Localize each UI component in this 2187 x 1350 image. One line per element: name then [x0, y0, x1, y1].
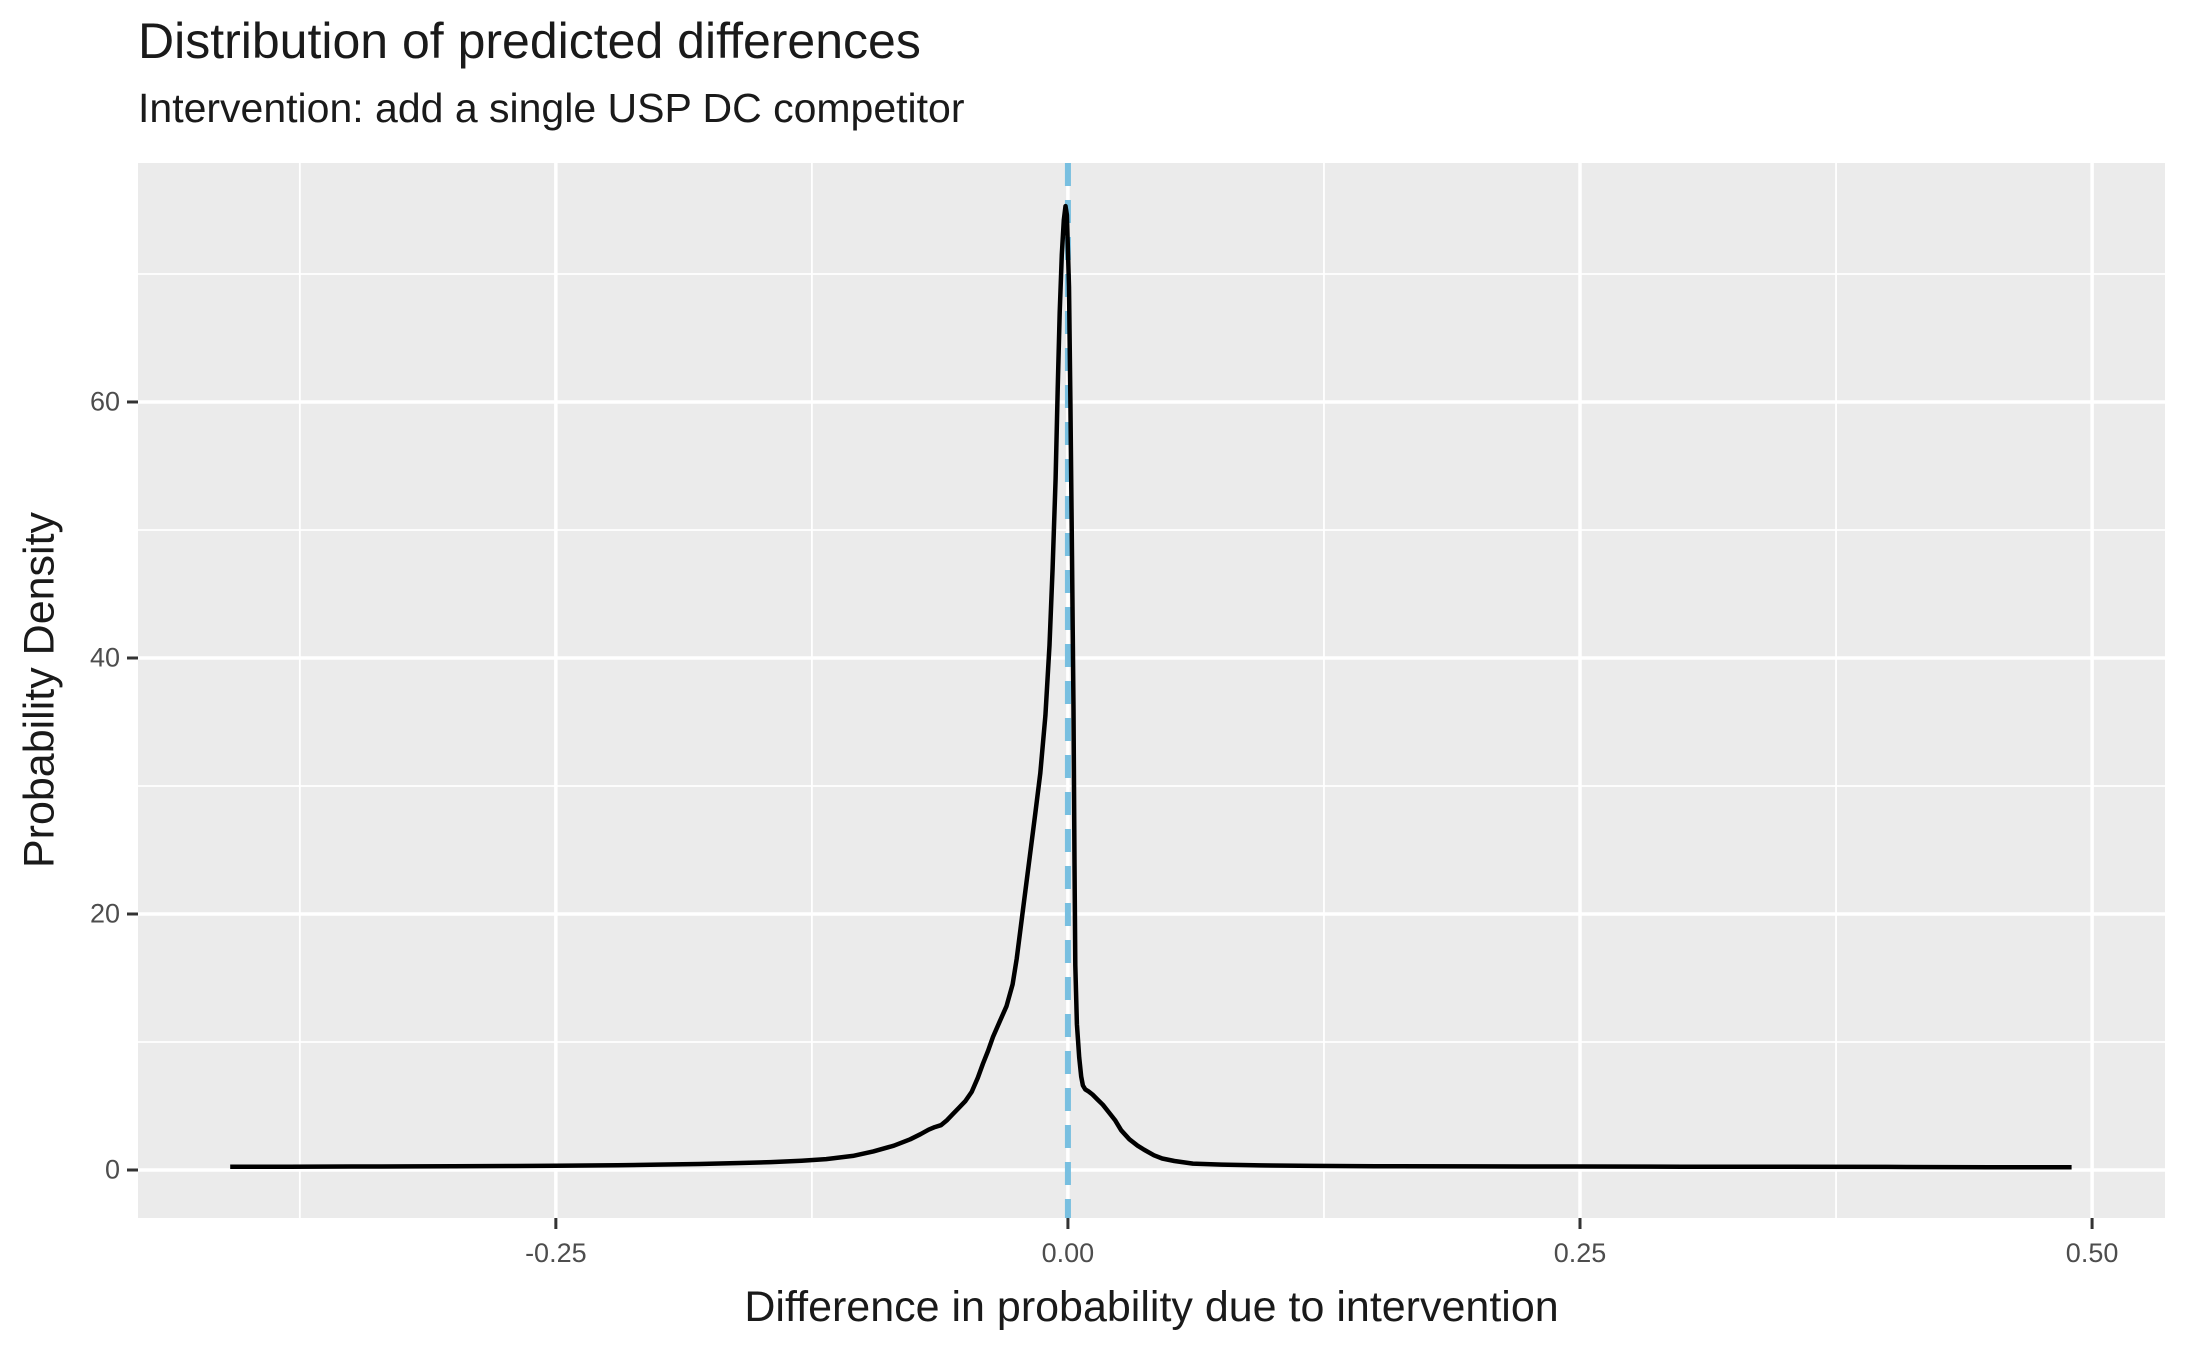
density-curve: [230, 203, 2072, 1170]
y-tick-label: 60: [89, 386, 120, 417]
x-tick-label: -0.25: [525, 1238, 587, 1268]
plot-title: Distribution of predicted differences: [138, 13, 921, 69]
x-tick-label: 0.25: [1553, 1238, 1607, 1268]
y-tick-label: 0: [104, 1154, 120, 1185]
x-tick-label: 0.00: [1041, 1238, 1095, 1268]
x-axis-title: Difference in probability due to interve…: [744, 1283, 1559, 1331]
panel-background: [138, 163, 2165, 1218]
plot-subtitle: Intervention: add a single USP DC compet…: [138, 85, 965, 131]
y-axis-title: Probability Density: [15, 511, 64, 869]
y-tick-label: 40: [89, 642, 120, 673]
y-tick-label: 20: [89, 898, 120, 929]
x-tick-label: 0.50: [2065, 1238, 2119, 1268]
